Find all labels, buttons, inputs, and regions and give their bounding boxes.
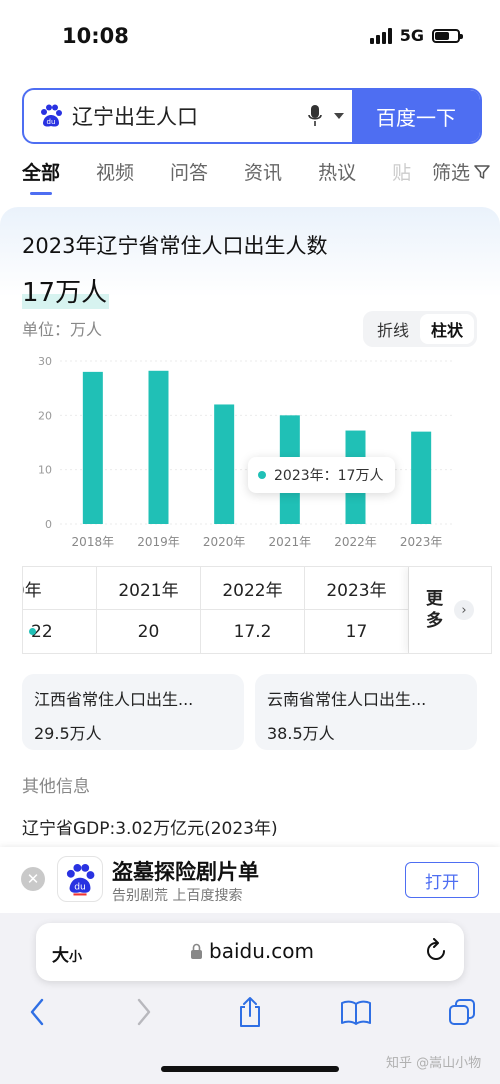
chevron-right-icon: › bbox=[454, 600, 474, 620]
related-title: 江西省常住人口出生... bbox=[34, 690, 194, 709]
related-title: 云南省常住人口出生... bbox=[267, 690, 427, 709]
banner-title: 盗墓探险剧片单 bbox=[112, 860, 259, 884]
related-card-jiangxi[interactable]: 江西省常住人口出生... 29.5万人 bbox=[22, 674, 244, 750]
table-cell: 17.2 bbox=[233, 621, 272, 642]
x-tick-label: 2020年 bbox=[203, 535, 246, 549]
y-tick-label: 30 bbox=[38, 355, 52, 368]
table-header: 2023年 bbox=[305, 567, 408, 611]
x-tick-label: 2018年 bbox=[72, 535, 115, 549]
battery-icon bbox=[432, 28, 463, 43]
bar bbox=[411, 431, 432, 524]
table-column: 2021年 20 bbox=[97, 567, 201, 653]
status-time: 10:08 bbox=[62, 24, 129, 48]
search-button[interactable]: 百度一下 bbox=[352, 90, 480, 142]
related-value: 38.5万人 bbox=[267, 724, 335, 743]
lock-icon bbox=[191, 943, 202, 959]
table-cell: 17 bbox=[345, 621, 368, 642]
bookmarks-icon[interactable] bbox=[334, 990, 378, 1034]
gdp-info-link[interactable]: 辽宁省GDP:3.02万亿元(2023年) bbox=[22, 819, 278, 839]
baidu-app-icon: du bbox=[57, 856, 103, 902]
chevron-down-icon[interactable] bbox=[334, 113, 344, 119]
network-label: 5G bbox=[399, 26, 424, 45]
unit-label: 单位：万人 bbox=[22, 320, 103, 339]
url-display[interactable]: baidu.com bbox=[190, 939, 314, 963]
browser-toolbar bbox=[0, 990, 500, 1040]
baidu-paw-icon: du bbox=[41, 104, 62, 127]
chart-tooltip: 2023年：17万人 bbox=[248, 457, 396, 493]
more-label: 更多 bbox=[426, 589, 443, 631]
related-value: 29.5万人 bbox=[34, 724, 102, 743]
svg-text:du: du bbox=[74, 882, 86, 892]
tab-all[interactable]: 全部 bbox=[22, 158, 60, 195]
bar bbox=[148, 370, 169, 524]
table-cell: 20 bbox=[137, 621, 160, 642]
x-tick-label: 2021年 bbox=[269, 535, 312, 549]
text-size-button[interactable]: 大小 bbox=[52, 941, 82, 966]
search-box[interactable]: du 辽宁出生人口 百度一下 bbox=[22, 88, 482, 144]
table-column: 2023年 17 bbox=[305, 567, 409, 653]
tab-qa[interactable]: 问答 bbox=[170, 162, 209, 184]
toggle-bar-option[interactable]: 柱状 bbox=[420, 314, 474, 344]
microphone-icon[interactable] bbox=[300, 101, 330, 131]
address-bar[interactable] bbox=[36, 923, 464, 981]
result-tabs: 全部 视频 问答 资讯 热议 贴 bbox=[22, 158, 492, 198]
data-table: 20年 22 2021年 20 2022年 17.2 2023年 17 更多 › bbox=[22, 566, 492, 654]
signal-icon bbox=[369, 27, 392, 44]
card-value: 17万人 bbox=[22, 272, 110, 309]
tab-news[interactable]: 资讯 bbox=[244, 162, 283, 184]
svg-text:du: du bbox=[47, 118, 56, 126]
tooltip-text: 2023年：17万人 bbox=[274, 468, 384, 484]
tabs-icon[interactable] bbox=[440, 990, 484, 1034]
y-tick-label: 10 bbox=[38, 464, 52, 477]
x-tick-label: 2023年 bbox=[400, 535, 443, 549]
filter-button[interactable]: 筛选 bbox=[425, 158, 490, 185]
aa-big-label: 大 bbox=[52, 946, 69, 966]
share-icon[interactable] bbox=[228, 990, 272, 1034]
table-header: 2021年 bbox=[97, 567, 200, 611]
tab-discussion[interactable]: 热议 bbox=[318, 162, 357, 184]
table-header: 2022年 bbox=[201, 567, 304, 611]
other-info-label: 其他信息 bbox=[22, 777, 90, 797]
aa-small-label: 小 bbox=[69, 950, 83, 965]
x-tick-label: 2019年 bbox=[137, 535, 180, 549]
bar bbox=[82, 371, 103, 524]
card-title: 2023年辽宁省常住人口出生人数 bbox=[22, 234, 328, 258]
related-card-yunnan[interactable]: 云南省常住人口出生... 38.5万人 bbox=[255, 674, 477, 750]
reload-icon[interactable] bbox=[424, 938, 448, 968]
more-button[interactable]: 更多 › bbox=[409, 567, 491, 653]
tooltip-dot bbox=[258, 471, 266, 479]
y-tick-label: 0 bbox=[45, 518, 52, 531]
table-cell: 22 bbox=[23, 610, 96, 653]
filter-label: 筛选 bbox=[431, 162, 470, 184]
tab-video[interactable]: 视频 bbox=[96, 162, 135, 184]
url-text: baidu.com bbox=[209, 939, 314, 963]
bar-chart: 0 10 20 30 2018年 2019年 2020年 2021年 2022年 2023年 bbox=[38, 355, 454, 549]
funnel-icon bbox=[474, 164, 490, 179]
bar bbox=[214, 404, 235, 524]
close-icon[interactable]: ✕ bbox=[21, 867, 45, 891]
table-column: 2022年 17.2 bbox=[201, 567, 305, 653]
table-column: 20年 22 bbox=[23, 567, 97, 653]
search-input[interactable]: 辽宁出生人口 bbox=[72, 105, 198, 129]
toggle-line-option[interactable]: 折线 bbox=[376, 321, 409, 340]
open-app-button[interactable]: 打开 bbox=[405, 862, 479, 898]
table-header: 20年 bbox=[23, 567, 96, 611]
watermark: 知乎 @嵩山小物 bbox=[386, 1056, 482, 1071]
chart-type-toggle: 折线 柱状 bbox=[363, 311, 477, 347]
y-tick-label: 20 bbox=[38, 409, 52, 422]
back-icon[interactable] bbox=[15, 990, 59, 1034]
tab-tieba[interactable]: 贴 bbox=[392, 162, 412, 184]
x-tick-label: 2022年 bbox=[334, 535, 377, 549]
banner-subtitle: 告别剧荒 上百度搜索 bbox=[112, 888, 243, 904]
home-indicator bbox=[161, 1066, 339, 1072]
forward-icon[interactable] bbox=[122, 990, 166, 1034]
status-indicators: 5G bbox=[369, 26, 463, 45]
